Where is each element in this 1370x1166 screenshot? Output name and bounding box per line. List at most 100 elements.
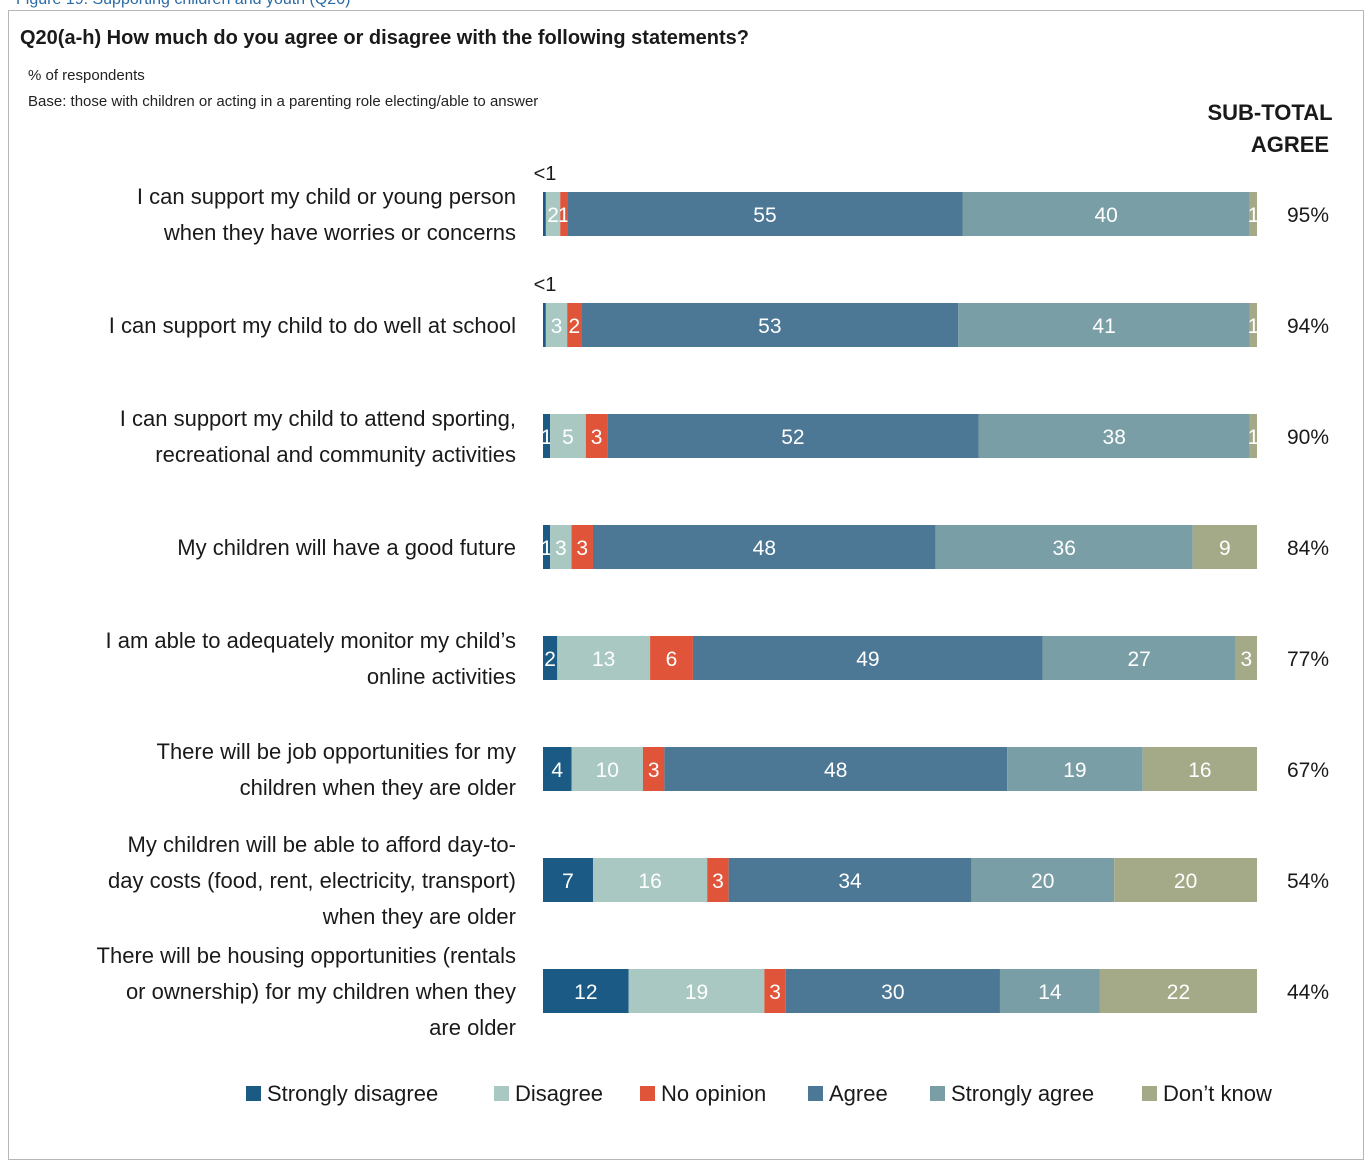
bar-segment: [1235, 636, 1257, 680]
category-label: There will be job opportunities for my: [157, 739, 517, 764]
category-label: I am able to adequately monitor my child…: [106, 628, 516, 653]
bar-segment: [999, 969, 1100, 1013]
data-label: 3: [551, 315, 563, 338]
data-label: <1: [534, 163, 557, 185]
data-label: 14: [1038, 981, 1062, 1004]
bar-segment: [571, 747, 643, 791]
data-label: 55: [753, 204, 776, 227]
data-label: 3: [576, 537, 588, 560]
bar-segment: [585, 414, 608, 458]
data-label: 3: [648, 759, 660, 782]
legend-label: Don’t know: [1163, 1081, 1272, 1106]
bar-segment: [707, 858, 729, 902]
bar-segment: [1249, 303, 1257, 347]
bar-segment: [557, 636, 651, 680]
data-label: 36: [1053, 537, 1076, 560]
data-label: 1: [1248, 315, 1260, 338]
bar-segment: [543, 303, 546, 347]
subtotal-agree-value: 84%: [1287, 537, 1329, 560]
data-label: 16: [1188, 759, 1211, 782]
unit-note: % of respondents: [28, 67, 145, 84]
base-note: Base: those with children or acting in a…: [28, 93, 538, 110]
bar-segment: [642, 747, 665, 791]
data-label: 3: [1240, 648, 1252, 671]
bar-segment: [560, 192, 568, 236]
data-label: 20: [1174, 870, 1197, 893]
data-label: 20: [1031, 870, 1054, 893]
subtotal-agree-value: 67%: [1287, 759, 1329, 782]
figure-caption: Figure 19: Supporting children and youth…: [16, 0, 350, 8]
bar-segment: [543, 192, 546, 236]
data-label: 53: [758, 315, 781, 338]
legend-label: Agree: [829, 1081, 888, 1106]
category-label: when they are older: [322, 904, 516, 929]
data-label: 12: [574, 981, 597, 1004]
bar-segment: [1249, 414, 1257, 458]
data-label: 16: [638, 870, 661, 893]
legend-swatch: [808, 1086, 823, 1101]
legend-label: Disagree: [515, 1081, 603, 1106]
bar-segment: [581, 303, 959, 347]
data-label: 38: [1103, 426, 1126, 449]
data-label: 2: [568, 315, 580, 338]
data-label: 48: [753, 537, 776, 560]
category-label: There will be housing opportunities (ren…: [97, 943, 516, 968]
subtotal-agree-value: 77%: [1287, 648, 1329, 671]
legend-label: Strongly agree: [951, 1081, 1094, 1106]
legend-label: Strongly disagree: [267, 1081, 438, 1106]
bar-segment: [550, 414, 586, 458]
bar-segment: [550, 525, 572, 569]
data-label: 1: [541, 537, 553, 560]
bar-segment: [971, 858, 1115, 902]
bar-segment: [543, 969, 629, 1013]
bar-segment: [1099, 969, 1257, 1013]
chart-title: Q20(a-h) How much do you agree or disagr…: [20, 27, 749, 49]
data-label: 48: [824, 759, 847, 782]
bar-segment: [545, 192, 561, 236]
subtotal-header-line2: AGREE: [1251, 132, 1329, 157]
data-label: 3: [591, 426, 603, 449]
data-label: 19: [1063, 759, 1086, 782]
data-label: 2: [547, 204, 559, 227]
bar-segment: [1114, 858, 1257, 902]
legend-swatch: [1142, 1086, 1157, 1101]
data-label: 19: [685, 981, 708, 1004]
bar-segment: [650, 636, 693, 680]
bar-segment: [1142, 747, 1257, 791]
bar-segment: [692, 636, 1043, 680]
data-label: 2: [544, 648, 556, 671]
data-label: 52: [781, 426, 804, 449]
bar-segment: [962, 192, 1250, 236]
data-label: 49: [856, 648, 879, 671]
bar-segment: [543, 747, 572, 791]
category-label: or ownership) for my children when they: [126, 979, 516, 1004]
bar-segment: [1249, 192, 1257, 236]
legend-swatch: [494, 1086, 509, 1101]
bar-segment: [545, 303, 568, 347]
data-label: 1: [1248, 426, 1260, 449]
bar-segment: [728, 858, 972, 902]
legend-label: No opinion: [661, 1081, 766, 1106]
bar-segment: [1192, 525, 1257, 569]
data-label: 6: [666, 648, 678, 671]
legend-swatch: [930, 1086, 945, 1101]
category-label: when they have worries or concerns: [163, 220, 516, 245]
bar-segment: [978, 414, 1250, 458]
category-label: online activities: [367, 664, 516, 689]
category-label: My children will be able to afford day-t…: [128, 832, 516, 857]
data-label: 9: [1219, 537, 1231, 560]
bar-segment: [764, 969, 786, 1013]
data-label: 4: [551, 759, 563, 782]
data-label: 3: [712, 870, 724, 893]
bar-segment: [571, 525, 593, 569]
category-label: I can support my child or young person: [137, 184, 516, 209]
bar-segment: [607, 414, 979, 458]
data-label: 1: [541, 426, 553, 449]
legend-swatch: [640, 1086, 655, 1101]
data-label: 30: [881, 981, 904, 1004]
data-label: 1: [1248, 204, 1260, 227]
data-label: 13: [592, 648, 615, 671]
bar-segment: [628, 969, 765, 1013]
subtotal-agree-value: 44%: [1287, 981, 1329, 1004]
